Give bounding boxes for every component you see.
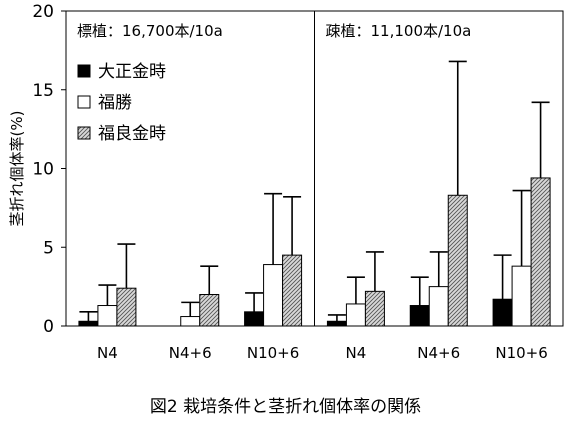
bar <box>326 320 347 327</box>
y-tick-label: 15 <box>32 81 54 101</box>
figure-caption: 図2 栽培条件と茎折れ個体率の関係 <box>149 397 422 417</box>
bar <box>447 194 468 327</box>
bar <box>78 320 99 327</box>
y-tick-label: 20 <box>32 2 54 22</box>
panel-label: 疎植：11,100本/10a <box>326 22 472 40</box>
bar <box>511 265 532 327</box>
x-tick-label: N4 <box>346 344 367 362</box>
legend-label: 福勝 <box>98 93 132 113</box>
y-tick-label: 0 <box>43 317 54 337</box>
bar <box>428 286 449 327</box>
y-tick-label: 10 <box>32 160 54 180</box>
legend-swatch <box>77 64 91 78</box>
bar <box>409 305 430 327</box>
legend-label: 福良金時 <box>98 124 166 144</box>
bar <box>263 264 284 327</box>
x-tick-label: N4+6 <box>169 344 212 362</box>
legend-swatch <box>77 126 91 140</box>
bar <box>492 298 513 327</box>
bar <box>199 294 220 327</box>
bar <box>180 316 201 327</box>
bar <box>116 287 137 327</box>
bar <box>282 254 303 327</box>
x-tick-label: N10+6 <box>495 344 547 362</box>
bar <box>97 305 118 327</box>
panel-label: 標植：16,700本/10a <box>77 22 223 40</box>
bar <box>244 311 265 327</box>
y-tick-label: 5 <box>43 238 54 258</box>
x-tick-label: N4 <box>97 344 118 362</box>
x-tick-label: N4+6 <box>417 344 460 362</box>
x-tick-label: N10+6 <box>247 344 299 362</box>
y-axis-label: 茎折れ個体率(%) <box>8 111 26 227</box>
legend-label: 大正金時 <box>98 62 166 82</box>
bar <box>364 290 385 327</box>
bar <box>530 177 551 327</box>
bar <box>345 303 366 327</box>
legend-swatch <box>77 95 91 109</box>
